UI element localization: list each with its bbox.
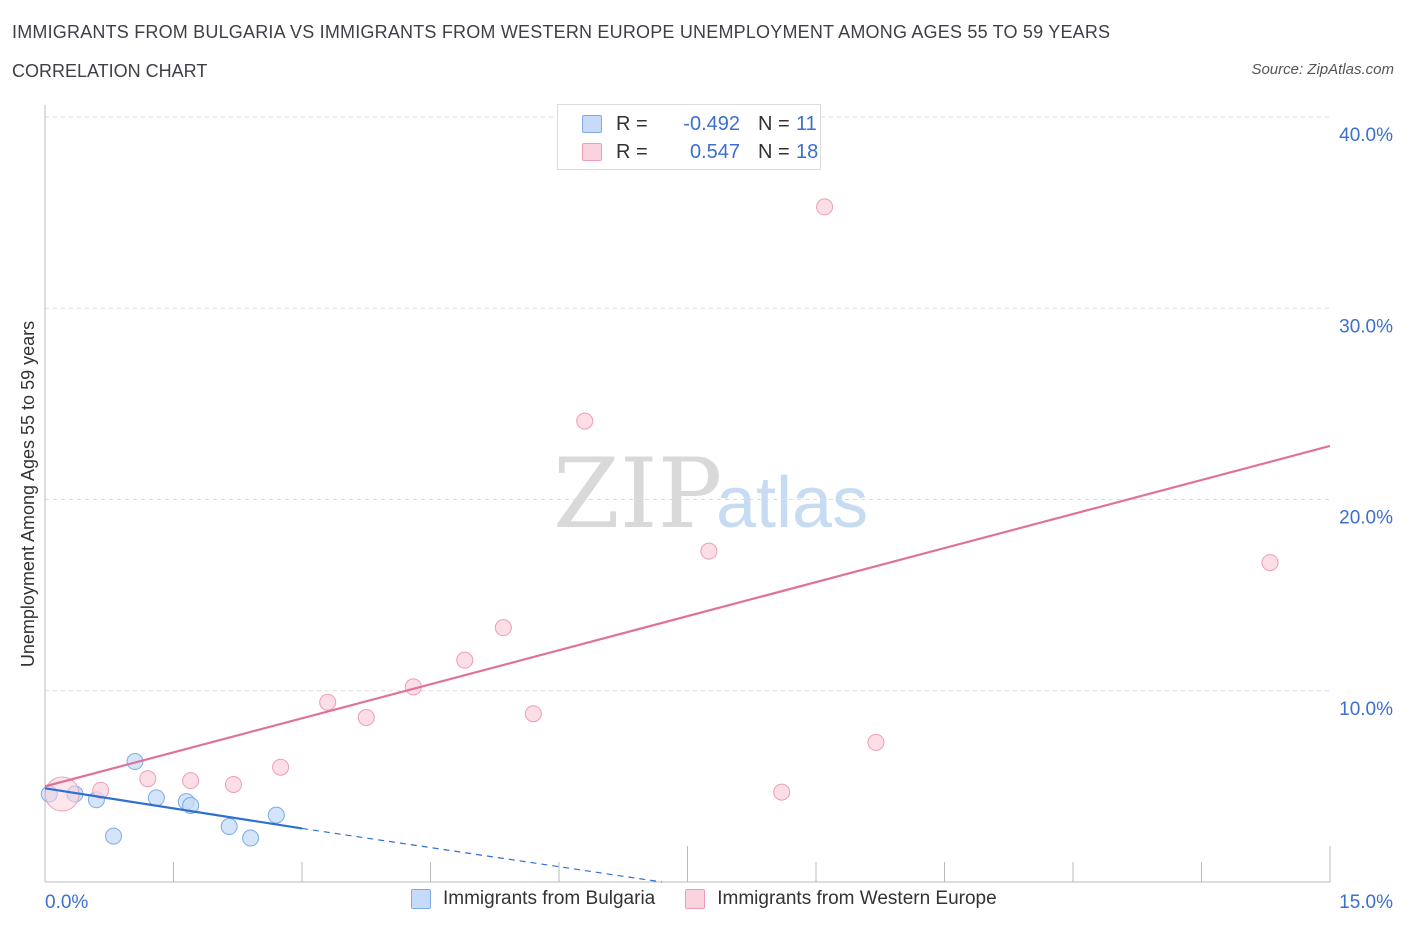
western-europe-point [182, 772, 200, 790]
western-europe-point [524, 705, 542, 723]
western-europe-point [139, 770, 157, 788]
western-europe-trend-line [44, 444, 1331, 788]
bulgaria-point [220, 818, 238, 836]
x-tick-label: 15.0% [1339, 892, 1393, 913]
legend-r-label: R = [616, 112, 648, 135]
legend-label-bulgaria: Immigrants from Bulgaria [443, 888, 656, 909]
legend-row-western-europe: R = 0.547 N = 18 [582, 140, 818, 164]
chart-title: IMMIGRANTS FROM BULGARIA VS IMMIGRANTS F… [12, 22, 1111, 42]
y-tick-label: 30.0% [1339, 316, 1393, 337]
western-europe-point [867, 733, 885, 751]
bulgaria-point [267, 806, 285, 824]
bulgaria-point [105, 827, 123, 845]
legend-r-value: -0.492 [683, 112, 740, 135]
legend-item-bulgaria[interactable]: Immigrants from Bulgaria [411, 888, 655, 910]
legend-swatch-bulgaria [582, 115, 602, 133]
correlation-legend: R = -0.492 N = 11 R = 0.547 N = 18 [557, 104, 821, 170]
western-europe-point [494, 619, 512, 637]
bulgaria-point [147, 789, 165, 807]
bulgaria-trend-extension [301, 827, 662, 883]
legend-r-value: 0.547 [689, 140, 740, 163]
western-europe-point [224, 775, 242, 793]
x-tick-label: 0.0% [45, 892, 88, 913]
series-legend: Immigrants from Bulgaria Immigrants from… [411, 888, 1027, 910]
western-europe-point [272, 758, 290, 776]
western-europe-point [816, 198, 834, 216]
western-europe-point [1261, 554, 1279, 572]
western-europe-point [456, 651, 474, 669]
legend-n-value: 18 [796, 140, 819, 163]
western-europe-point [357, 709, 375, 727]
source-label: Source: ZipAtlas.com [1251, 61, 1394, 78]
western-europe-point [576, 412, 594, 430]
western-europe-point [700, 542, 718, 560]
watermark-zip: ZIP [553, 438, 722, 550]
legend-item-western-europe[interactable]: Immigrants from Western Europe [685, 888, 997, 910]
legend-swatch-western-europe [582, 143, 602, 161]
western-europe-point [773, 783, 791, 801]
y-tick-label: 40.0% [1339, 125, 1393, 146]
legend-swatch-western-europe [685, 889, 706, 909]
y-axis-title: Unemployment Among Ages 55 to 59 years [18, 321, 38, 667]
bulgaria-point [242, 829, 260, 847]
legend-n-label: N = [758, 112, 790, 135]
y-tick-label: 20.0% [1339, 508, 1393, 529]
legend-swatch-bulgaria [411, 889, 431, 909]
chart-subtitle: CORRELATION CHART [12, 61, 208, 81]
y-tick-label: 10.0% [1339, 699, 1393, 720]
legend-n-value: 11 [796, 112, 817, 135]
legend-row-bulgaria: R = -0.492 N = 11 [582, 112, 817, 136]
western-europe-point [92, 781, 110, 799]
legend-n-label: N = [758, 140, 790, 163]
legend-r-label: R = [616, 140, 648, 163]
bulgaria-trend-line [44, 787, 303, 830]
western-europe-point [319, 693, 337, 711]
legend-label-western-europe: Immigrants from Western Europe [717, 888, 997, 909]
watermark-atlas: atlas [716, 463, 868, 543]
